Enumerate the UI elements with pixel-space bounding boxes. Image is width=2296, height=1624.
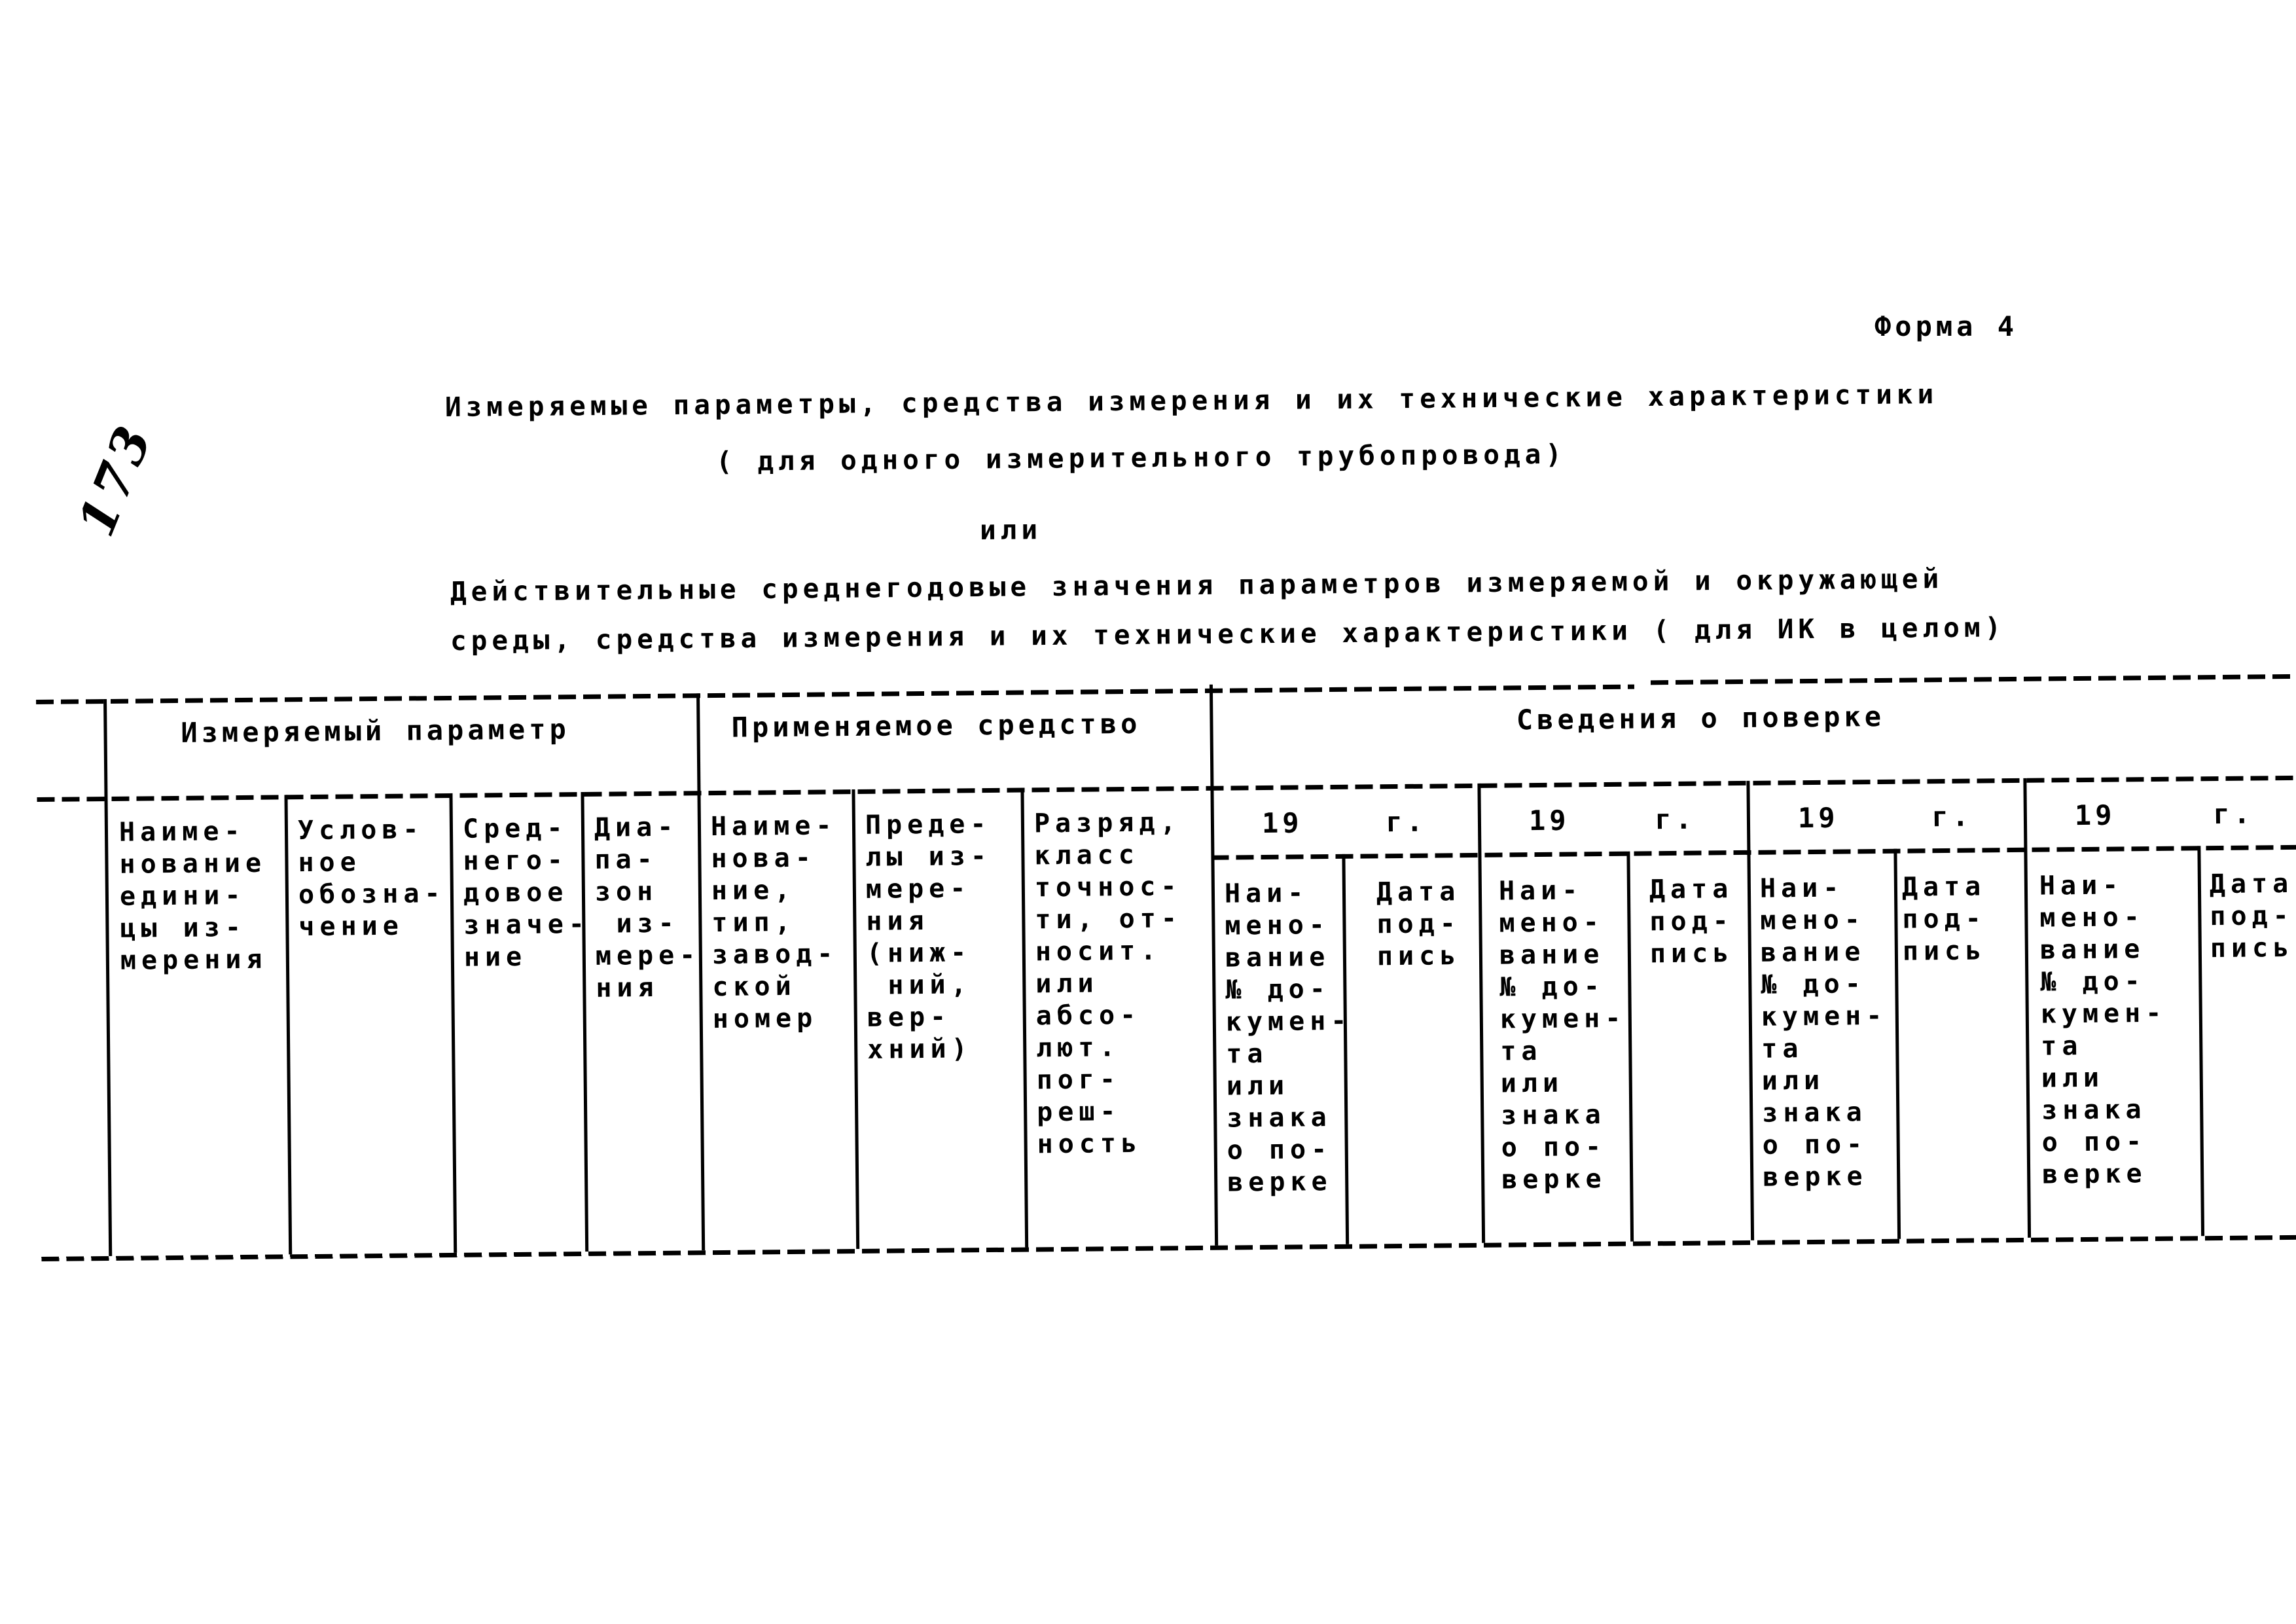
form-number-label: Форма 4 [1874, 310, 2018, 342]
year-prefix: 19 [1261, 806, 1303, 840]
year-suffix: г. [1655, 803, 1696, 836]
col-divider-10 [1626, 851, 1634, 1242]
col-header-date-sign-y3: Дата под- пись [1901, 871, 1987, 967]
year-cell-2: 19 г. [1478, 803, 1748, 847]
group-header-measured-parameter: Измеряемый параметр [181, 713, 570, 749]
table-border-top-right [1650, 673, 2296, 685]
col-divider-5 [852, 789, 860, 1250]
col-header-limits: Преде- лы из- мере- ния (ниж- ний, вер- … [865, 809, 992, 1065]
col-header-instrument-name: Наиме- нова- ние, тип, завод- ской номер [710, 810, 838, 1035]
col-divider-2 [449, 793, 457, 1253]
year-suffix: г. [2213, 797, 2255, 831]
col-header-doc-name-y4: Наи- мено- вание № до- кумен- та или зна… [2039, 870, 2167, 1190]
col-header-date-sign-y1: Дата под- пись [1376, 876, 1462, 972]
year-cell-3: 19 г. [1747, 800, 2024, 844]
document-title-line4: среды, средства измерения и их техническ… [450, 611, 2006, 657]
handwritten-page-number: 173 [66, 414, 164, 545]
col-divider-12 [1893, 848, 1901, 1239]
document-title-line2: ( для одного измерительного трубопровода… [715, 438, 1567, 477]
year-suffix: г. [1386, 805, 1427, 839]
document-title-line3: Действительные среднегодовые значения па… [450, 563, 1944, 607]
col-header-date-sign-y4: Дата под- пись [2209, 868, 2295, 964]
col-divider-14 [2197, 846, 2205, 1236]
col-header-accuracy: Разряд, класс точнос- ти, от- носит. или… [1033, 807, 1183, 1160]
year-suffix: г. [1931, 800, 1973, 833]
table-border-bottom [41, 1234, 2296, 1261]
document-title-line1: Измеряемые параметры, средства измерения… [444, 378, 1939, 423]
group-header-applied-instrument: Применяемое средство [731, 707, 1141, 744]
table-border-top-left [36, 684, 1635, 705]
col-header-range: Диа- па- зон из- мере- ния [594, 812, 701, 1003]
table-rule-under-group-headers [37, 774, 2296, 803]
group-divider-instrument-verification [1209, 684, 1219, 1246]
col-header-doc-name-y3: Наи- мено- вание № до- кумен- та или зна… [1759, 873, 1888, 1193]
col-header-unit-name: Наиме- нование едини- цы из- мерения [118, 816, 268, 976]
group-header-verification-info: Сведения о поверке [1516, 700, 1886, 736]
col-divider-6 [1020, 787, 1029, 1248]
col-header-date-sign-y2: Дата под- пись [1649, 874, 1734, 969]
col-header-annual-mean: Сред- него- довое значе- ние [462, 813, 590, 973]
title-conjunction-or: или [979, 514, 1043, 546]
year-prefix: 19 [1797, 801, 1839, 835]
col-header-doc-name-y2: Наи- мено- вание № до- кумен- та или зна… [1498, 875, 1626, 1195]
year-prefix: 19 [2074, 799, 2116, 832]
year-prefix: 19 [1528, 804, 1570, 837]
year-cell-1: 19 г. [1211, 805, 1479, 850]
col-header-symbol: Услов- ное обозна- чение [297, 814, 446, 943]
col-header-doc-name-y1: Наи- мено- вание № до- кумен- та или зна… [1224, 878, 1352, 1198]
form-header-table: Измеряемый параметр Применяемое средство… [36, 673, 2296, 1272]
table-border-left [103, 698, 113, 1256]
col-divider-1 [284, 795, 293, 1255]
year-cell-4: 19 г. [2024, 797, 2296, 842]
